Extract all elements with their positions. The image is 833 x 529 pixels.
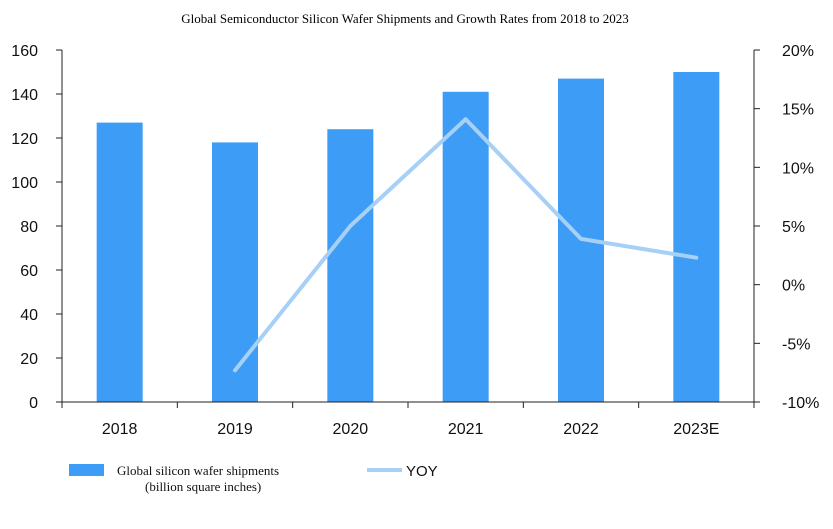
x-tick-label: 2018 <box>102 421 138 438</box>
left-tick-label: 80 <box>20 219 38 236</box>
bar-2023E <box>673 72 719 402</box>
left-tick-label: 120 <box>11 131 38 148</box>
legend-line-label: YOY <box>406 463 438 480</box>
bar-2019 <box>212 142 258 402</box>
x-tick-label: 2021 <box>448 421 484 438</box>
right-tick-label: 10% <box>782 160 814 177</box>
right-tick-label: 0% <box>782 278 805 295</box>
left-tick-label: 160 <box>11 43 38 60</box>
right-tick-label: -5% <box>782 336 810 353</box>
left-tick-label: 140 <box>11 87 38 104</box>
right-tick-label: -10% <box>782 395 819 412</box>
left-tick-label: 60 <box>20 263 38 280</box>
left-tick-label: 100 <box>11 175 38 192</box>
right-tick-label: 20% <box>782 43 814 60</box>
left-tick-label: 40 <box>20 307 38 324</box>
x-tick-label: 2022 <box>563 421 599 438</box>
left-tick-label: 0 <box>29 395 38 412</box>
chart-title: Global Semiconductor Silicon Wafer Shipm… <box>181 11 629 26</box>
right-tick-label: 15% <box>782 102 814 119</box>
x-tick-label: 2020 <box>333 421 369 438</box>
bars-layer <box>97 72 720 402</box>
bar-2020 <box>327 129 373 402</box>
legend-bar-label-line1: Global silicon wafer shipments <box>117 463 279 478</box>
x-tick-label: 2023E <box>673 421 719 438</box>
left-tick-label: 20 <box>20 351 38 368</box>
legend: Global silicon wafer shipments (billion … <box>69 463 438 494</box>
right-tick-label: 5% <box>782 219 805 236</box>
legend-bar-label-line2: (billion square inches) <box>145 479 261 494</box>
x-tick-label: 2019 <box>217 421 253 438</box>
bar-2018 <box>97 123 143 402</box>
legend-bar-swatch <box>69 464 104 476</box>
